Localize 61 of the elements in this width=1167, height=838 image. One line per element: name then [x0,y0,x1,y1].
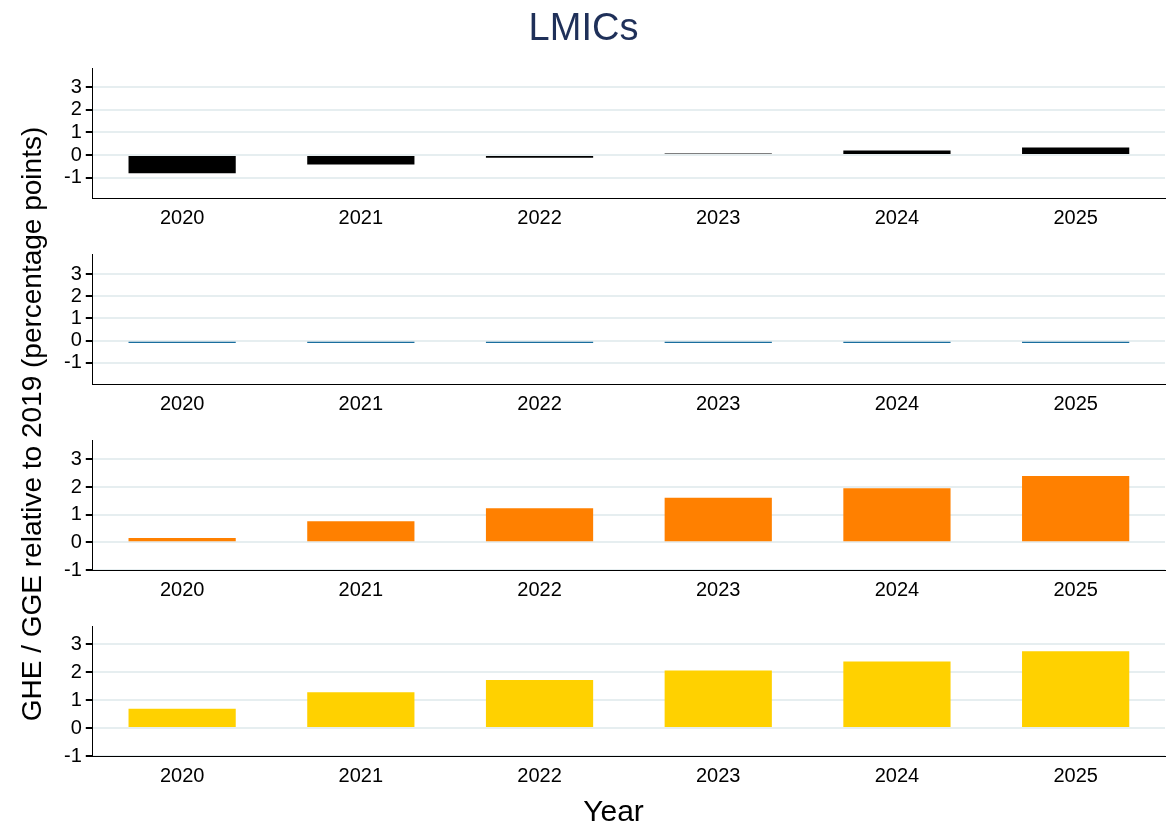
y-tick-label: 2 [70,283,82,306]
y-tick-label: -1 [63,743,82,766]
bar [843,661,951,728]
x-tick-label: 2021 [338,205,384,228]
chart-title: LMICs [527,6,640,49]
y-tick-label: 2 [70,474,82,497]
x-tick-label: 2023 [695,391,741,414]
x-tick-label: 2025 [1053,763,1098,786]
y-tick-label: 3 [70,631,82,654]
x-tick-label: 2024 [874,391,920,414]
y-tick-label: 0 [70,328,82,351]
y-tick-label: -1 [63,557,82,580]
x-axis-title: Year [582,794,645,828]
y-tick-label: 3 [70,446,82,469]
y-tick-label: 2 [70,659,82,682]
y-tick-label: 1 [70,119,82,142]
x-tick-label: 2024 [874,763,920,786]
x-tick-label: 2021 [338,577,384,600]
x-tick-label: 2025 [1053,391,1098,414]
x-tick-label: 2022 [517,391,562,414]
bar [128,708,236,728]
x-tick-label: 2025 [1053,205,1098,228]
bar [1022,475,1130,542]
x-tick-label: 2021 [338,763,384,786]
bar [128,156,236,174]
y-tick-label: 3 [70,74,82,97]
bar [1022,651,1130,728]
x-tick-label: 2022 [517,763,562,786]
y-axis-title: GHE / GGE relative to 2019 (percentage points) [16,126,48,722]
bar [485,679,594,728]
x-tick-label: 2024 [874,205,920,228]
x-tick-label: 2020 [159,577,205,600]
x-tick-label: 2020 [159,763,205,786]
y-tick-label: 0 [70,715,82,738]
x-tick-label: 2020 [159,391,205,414]
bar [664,670,772,728]
bar [485,508,594,542]
bar [843,488,951,542]
bar [307,521,415,542]
bar [664,497,772,542]
x-tick-label: 2021 [338,391,384,414]
y-tick-label: 3 [70,261,82,284]
y-tick-label: 0 [70,529,82,552]
bar [1022,147,1130,155]
x-tick-label: 2025 [1053,577,1098,600]
x-tick-label: 2020 [159,205,205,228]
y-tick-label: -1 [63,165,82,188]
y-tick-label: 1 [70,502,82,525]
x-tick-label: 2023 [695,577,741,600]
y-tick-label: -1 [63,350,82,373]
y-tick-label: 2 [70,97,82,120]
bar [307,156,415,165]
y-tick-label: 1 [70,687,82,710]
y-tick-label: 1 [70,305,82,328]
x-tick-label: 2023 [695,205,741,228]
y-tick-label: 0 [70,142,82,165]
x-tick-label: 2022 [517,577,562,600]
x-tick-label: 2024 [874,577,920,600]
x-tick-label: 2023 [695,763,741,786]
x-tick-label: 2022 [517,205,562,228]
bar [307,692,415,728]
